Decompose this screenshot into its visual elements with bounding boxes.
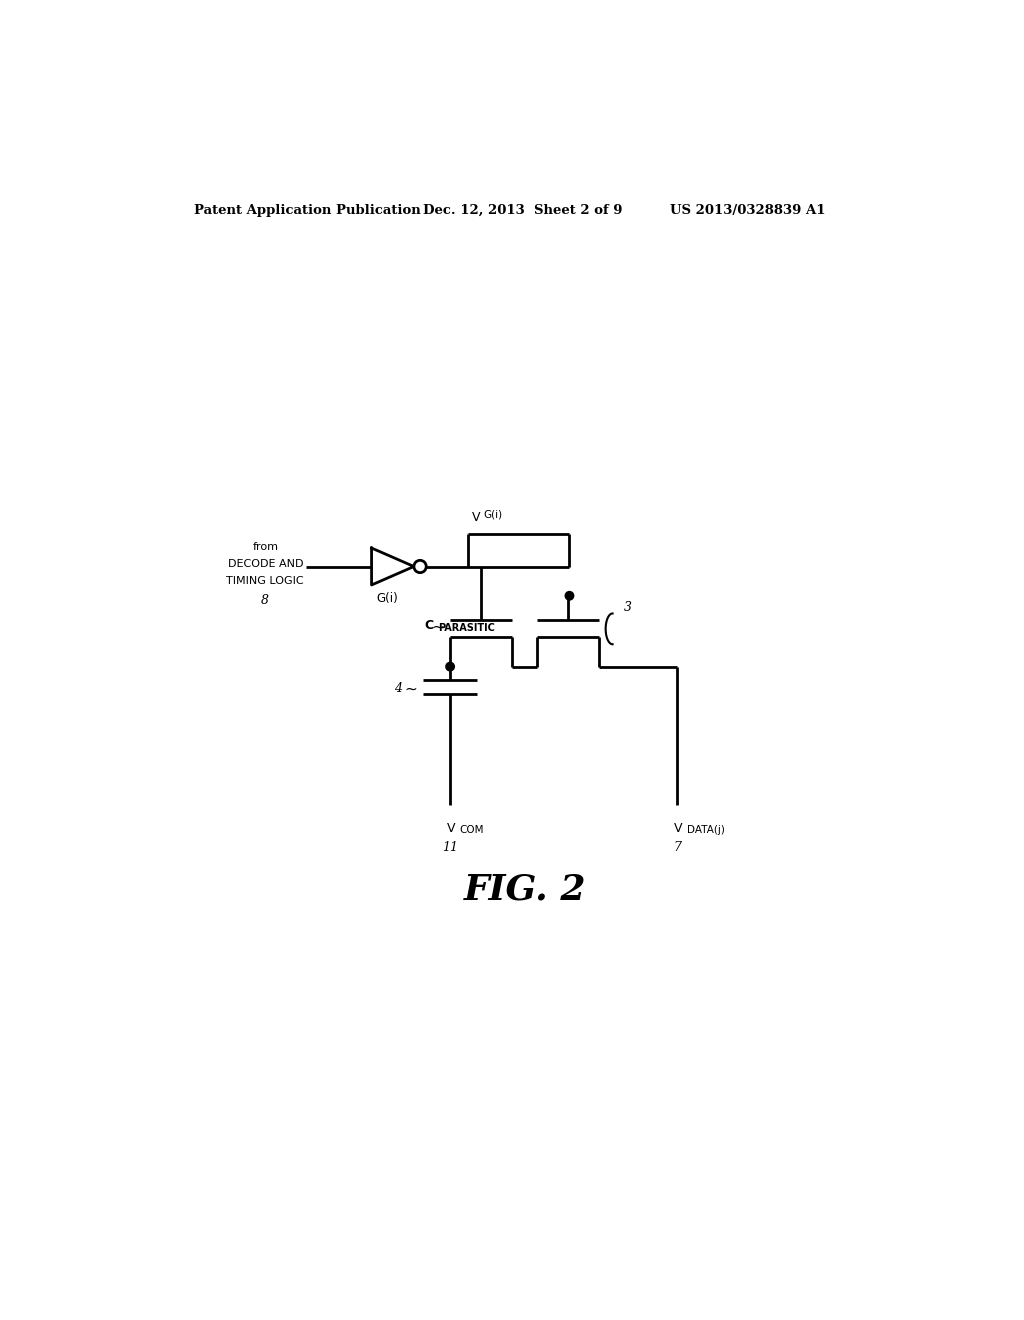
- Text: TIMING LOGIC: TIMING LOGIC: [226, 576, 304, 586]
- Text: DATA(j): DATA(j): [686, 825, 724, 836]
- Text: 8: 8: [261, 594, 269, 607]
- Text: Dec. 12, 2013  Sheet 2 of 9: Dec. 12, 2013 Sheet 2 of 9: [423, 205, 623, 218]
- Text: V: V: [674, 822, 683, 836]
- Text: DECODE AND: DECODE AND: [227, 560, 303, 569]
- Text: ~: ~: [404, 681, 417, 697]
- Text: from: from: [252, 543, 279, 552]
- Text: G(i): G(i): [376, 593, 398, 606]
- Text: 4: 4: [393, 682, 401, 696]
- Circle shape: [445, 663, 455, 671]
- Circle shape: [414, 560, 426, 573]
- Text: 11: 11: [442, 841, 458, 854]
- Text: C: C: [424, 619, 433, 631]
- Text: V: V: [472, 511, 480, 524]
- Text: G(i): G(i): [483, 510, 503, 519]
- Text: US 2013/0328839 A1: US 2013/0328839 A1: [670, 205, 825, 218]
- Text: COM: COM: [460, 825, 484, 836]
- Text: Patent Application Publication: Patent Application Publication: [194, 205, 421, 218]
- Text: V: V: [447, 822, 456, 836]
- Text: 7: 7: [673, 841, 681, 854]
- Text: ~: ~: [431, 620, 444, 635]
- Circle shape: [565, 591, 573, 601]
- Text: 3: 3: [625, 601, 632, 614]
- Text: PARASITIC: PARASITIC: [438, 623, 495, 632]
- Text: FIG. 2: FIG. 2: [464, 873, 586, 907]
